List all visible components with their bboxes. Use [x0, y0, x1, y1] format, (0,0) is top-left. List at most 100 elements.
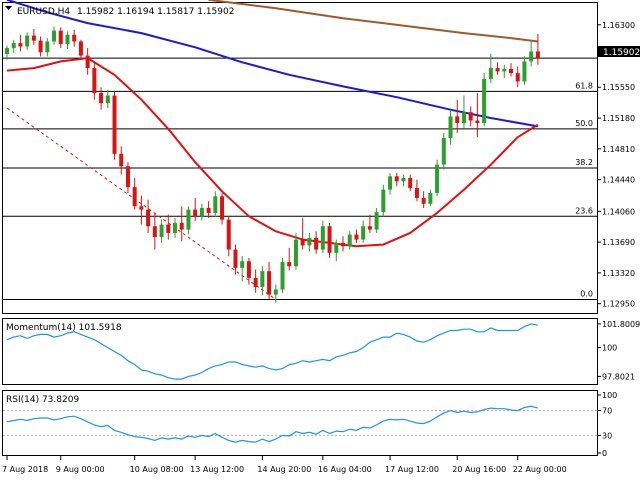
candle[interactable] — [475, 93, 480, 138]
candle[interactable] — [99, 87, 104, 110]
candle[interactable] — [320, 220, 325, 253]
candle-body — [367, 226, 372, 230]
sma-brown-line — [208, 0, 539, 43]
candle[interactable] — [509, 63, 513, 77]
main-pane-frame[interactable] — [2, 2, 598, 314]
candle[interactable] — [226, 216, 231, 257]
candle[interactable] — [381, 184, 386, 217]
candle[interactable] — [31, 28, 36, 45]
candle[interactable] — [334, 239, 339, 262]
candle[interactable] — [347, 231, 352, 250]
candle[interactable] — [45, 38, 50, 57]
candle[interactable] — [260, 266, 265, 296]
candle[interactable] — [11, 39, 16, 54]
chart-menu-arrow-icon[interactable] — [5, 6, 12, 10]
candle[interactable] — [414, 179, 419, 202]
candle[interactable] — [220, 192, 225, 225]
time-tick-label: 14 Aug 20:00 — [257, 465, 311, 474]
candle[interactable] — [482, 73, 487, 127]
candle-body — [132, 187, 137, 207]
candle[interactable] — [78, 39, 83, 60]
candle[interactable] — [388, 172, 393, 195]
candle[interactable] — [139, 195, 144, 225]
candle[interactable] — [240, 256, 245, 282]
candle[interactable] — [394, 172, 399, 187]
candle[interactable] — [85, 48, 90, 75]
candle[interactable] — [105, 89, 110, 109]
candle-body — [388, 176, 393, 190]
price-axis: 1.16300 1.15550 1.15180 1.14810 1.14440 1.140… — [597, 21, 640, 458]
candle[interactable] — [18, 34, 23, 52]
candle[interactable] — [441, 133, 446, 170]
candle[interactable] — [300, 217, 305, 250]
price-tick-label: 1.14440 — [602, 176, 635, 185]
candle[interactable] — [199, 203, 204, 221]
candle[interactable] — [293, 232, 298, 270]
candle[interactable] — [72, 29, 77, 47]
candle[interactable] — [273, 284, 278, 303]
candle[interactable] — [307, 232, 312, 252]
candlesticks[interactable] — [5, 26, 540, 303]
candle[interactable] — [435, 159, 440, 197]
candle[interactable] — [280, 257, 285, 293]
candle[interactable] — [374, 207, 379, 233]
candle[interactable] — [535, 33, 540, 65]
candle[interactable] — [367, 214, 372, 233]
candle[interactable] — [314, 231, 319, 254]
candle-body — [495, 68, 500, 72]
candle[interactable] — [287, 247, 292, 271]
candle[interactable] — [408, 174, 413, 192]
candle[interactable] — [58, 27, 63, 49]
candle[interactable] — [461, 95, 466, 129]
candle[interactable] — [119, 146, 124, 175]
candle[interactable] — [529, 39, 534, 67]
candle-body — [347, 234, 352, 247]
candle[interactable] — [448, 109, 453, 145]
candle[interactable] — [179, 206, 184, 242]
candle[interactable] — [25, 32, 30, 50]
candle[interactable] — [246, 257, 251, 285]
candle[interactable] — [132, 177, 137, 210]
candle[interactable] — [421, 191, 426, 208]
candle[interactable] — [502, 64, 507, 79]
candle[interactable] — [522, 56, 527, 85]
candle[interactable] — [233, 244, 238, 275]
candle[interactable] — [52, 26, 57, 45]
candle[interactable] — [5, 45, 9, 60]
candle[interactable] — [428, 189, 433, 207]
candle[interactable] — [253, 269, 258, 293]
candle[interactable] — [166, 214, 171, 240]
candle[interactable] — [65, 31, 70, 49]
candle[interactable] — [38, 36, 43, 57]
candle[interactable] — [112, 91, 117, 160]
candle[interactable] — [455, 99, 460, 134]
candle[interactable] — [488, 53, 493, 84]
candle[interactable] — [213, 191, 218, 217]
candle[interactable] — [146, 199, 151, 233]
candle[interactable] — [206, 201, 211, 218]
rsi-pane-frame[interactable] — [2, 390, 598, 456]
candle[interactable] — [401, 174, 406, 187]
candle[interactable] — [152, 212, 157, 250]
momentum-pane-frame[interactable] — [2, 318, 598, 385]
candle-body — [5, 48, 9, 54]
candle[interactable] — [495, 62, 500, 75]
candle[interactable] — [173, 217, 177, 238]
candle[interactable] — [515, 66, 520, 88]
candle[interactable] — [193, 197, 198, 222]
fib-level-label: 61.8 — [575, 81, 593, 90]
candle[interactable] — [267, 262, 272, 300]
candle[interactable] — [125, 162, 130, 193]
candle[interactable] — [186, 206, 191, 235]
candle[interactable] — [468, 106, 473, 127]
candle[interactable] — [341, 236, 345, 252]
candle[interactable] — [92, 63, 97, 100]
candle[interactable] — [361, 220, 366, 243]
candle[interactable] — [327, 222, 332, 258]
candle[interactable] — [354, 229, 359, 243]
candle-body — [401, 177, 406, 182]
candle-body — [361, 226, 366, 240]
candle[interactable] — [159, 219, 164, 243]
